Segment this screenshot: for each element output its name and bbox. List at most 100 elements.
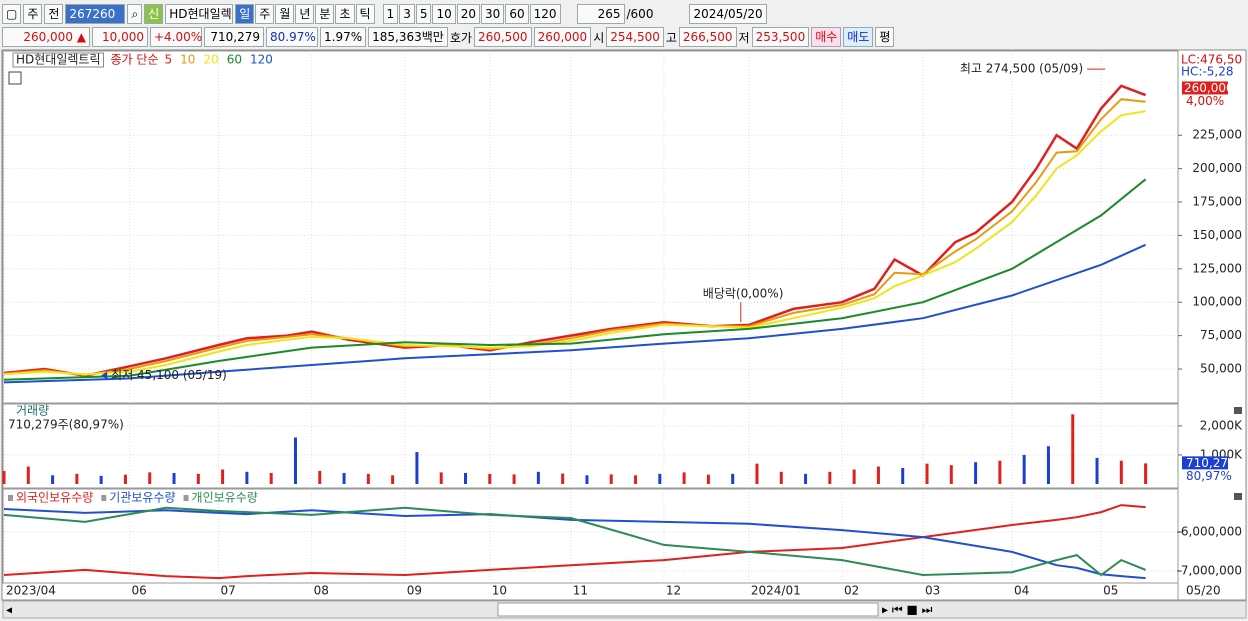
buy-button[interactable]: 매수: [811, 27, 842, 47]
bar: [123, 474, 127, 484]
y-tick-label: 150,000: [1192, 228, 1242, 242]
bar: [415, 452, 419, 484]
legend-item: 5: [165, 53, 173, 67]
bar: [561, 473, 565, 484]
count[interactable]: 265: [576, 4, 625, 24]
legend-item: 20: [203, 53, 218, 67]
scroll-thumb[interactable]: [497, 602, 879, 617]
last-change: 4,00%: [1186, 94, 1224, 108]
interval-tab[interactable]: 1: [382, 4, 399, 24]
search[interactable]: ⌕: [127, 4, 143, 24]
market[interactable]: 주: [23, 4, 43, 24]
period-tab[interactable]: 년: [295, 4, 315, 24]
scroll-left[interactable]: ◂: [6, 603, 12, 617]
panel-close[interactable]: [1234, 407, 1242, 414]
period-tab[interactable]: 틱: [355, 4, 375, 24]
period-tab[interactable]: 일: [235, 4, 255, 24]
line: [3, 98, 1146, 377]
bar: [901, 468, 905, 484]
bar: [925, 463, 929, 484]
bar: [293, 437, 297, 484]
credit[interactable]: 신: [144, 4, 164, 24]
bar: [1095, 457, 1099, 484]
ask-label: 호가: [449, 30, 472, 45]
bar: [779, 471, 783, 484]
bar: [318, 470, 322, 484]
bar: [196, 473, 200, 484]
prev[interactable]: 전: [44, 4, 64, 24]
max: /600: [626, 7, 654, 21]
period-tab[interactable]: 주: [255, 4, 275, 24]
interval-tab[interactable]: 120: [529, 4, 561, 24]
panel-subtitle: 710,279주(80,97%): [8, 418, 124, 432]
panel-close[interactable]: [1234, 493, 1242, 500]
period-tab[interactable]: 월: [275, 4, 295, 24]
interval-tab[interactable]: 5: [415, 4, 432, 24]
interval-tab[interactable]: 60: [505, 4, 529, 24]
y-tick-label: 175,000: [1192, 195, 1242, 209]
bar: [731, 473, 735, 484]
bar: [439, 472, 443, 484]
x-tick-label: 04: [1014, 584, 1029, 598]
sell-button[interactable]: 매도: [843, 27, 874, 47]
bar: [974, 462, 978, 484]
bid: 260,000: [533, 27, 592, 47]
period-tab[interactable]: 초: [335, 4, 355, 24]
annotation-arrow: [101, 371, 108, 380]
legend-item: 120: [250, 53, 273, 67]
interval-tab[interactable]: 20: [456, 4, 481, 24]
bar: [828, 471, 832, 484]
interval-tab[interactable]: 10: [432, 4, 456, 24]
bar: [245, 471, 249, 484]
bar: [536, 471, 540, 484]
bar: [658, 473, 662, 484]
panel-title: 거래량: [16, 404, 49, 418]
avg-button[interactable]: 평: [875, 27, 895, 47]
x-tick-label: 02: [844, 584, 859, 598]
bar: [2, 470, 6, 484]
bar: [269, 472, 273, 484]
last-volume: 710,279: [1186, 456, 1236, 470]
bar: [1071, 414, 1075, 484]
date[interactable]: 2024/05/20: [689, 4, 767, 24]
code-input[interactable]: 267260: [65, 4, 126, 24]
title-box: [12, 52, 105, 68]
line: [3, 84, 1147, 377]
bar: [1119, 460, 1123, 484]
chart-frame: [1, 49, 1247, 601]
bar: [585, 475, 589, 484]
interval-tab[interactable]: 30: [481, 4, 505, 24]
y-tick-label: 2,000K: [1200, 418, 1243, 432]
calendar-icon[interactable]: [8, 71, 22, 85]
y-tick-label: 225,000: [1192, 128, 1242, 142]
bar: [1144, 463, 1148, 484]
period-tab[interactable]: 분: [315, 4, 335, 24]
x-tick-label: 2023/04: [6, 584, 56, 598]
line: [3, 506, 1146, 577]
x-tick-label: 05: [1103, 584, 1118, 598]
legend-swatch: [8, 495, 13, 501]
low-label: 저: [738, 30, 750, 45]
volume: 710,279: [204, 27, 264, 47]
line: [3, 178, 1147, 381]
bar: [26, 466, 30, 484]
interval-tab[interactable]: 3: [399, 4, 415, 24]
legend-item: 10: [180, 53, 195, 67]
stock-name: HD현대일렉: [165, 4, 234, 24]
bar: [221, 469, 225, 484]
bar: [75, 473, 79, 484]
icon[interactable]: ▢: [2, 4, 22, 24]
x-tick-label: 07: [221, 584, 236, 598]
quote-row: 260,000 ▲ 10,000 +4.00% 710,279 80.97% 1…: [2, 27, 895, 47]
annotation: 최고 274,500 (05/09): [960, 62, 1083, 76]
annotation: 최저 45,100 (05/19): [111, 368, 227, 382]
bar: [609, 474, 613, 484]
scroll-buttons[interactable]: ▸ ⏮ ■ ⏭: [882, 603, 933, 617]
legend-item: 기관보유수량: [109, 491, 175, 505]
legend-swatch: [101, 495, 107, 501]
intervals: 1 3 5 10 20 30 60 120: [382, 4, 561, 24]
x-tick-label: 09: [407, 584, 422, 598]
